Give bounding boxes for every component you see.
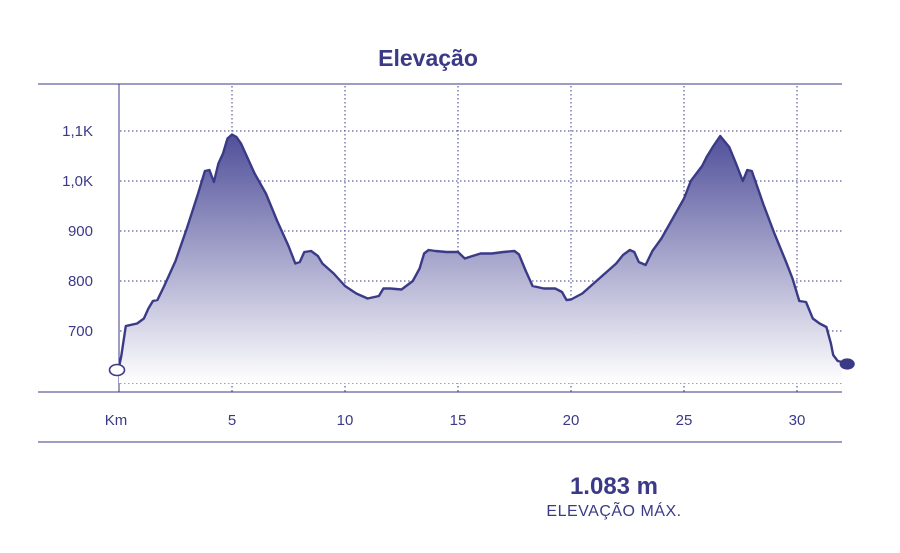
chart-title: Elevação — [378, 45, 478, 71]
x-tick-label-15: 15 — [450, 412, 467, 429]
x-tick-label-10: 10 — [337, 412, 354, 429]
x-axis-label: Km — [105, 412, 128, 429]
y-tick-label-1100: 1,1K — [62, 123, 93, 140]
elevation-line — [117, 133, 843, 368]
x-tick-label-5: 5 — [228, 412, 236, 429]
x-tick-label-30: 30 — [789, 412, 806, 429]
x-tick-label-25: 25 — [676, 412, 693, 429]
x-tick-label-20: 20 — [563, 412, 580, 429]
max-elevation-value: 1.083 m — [570, 473, 658, 500]
y-tick-labels: 700 800 900 1,0K 1,1K — [62, 123, 93, 340]
x-tick-labels: 5 10 15 20 25 30 — [228, 412, 806, 429]
max-elevation-label: ELEVAÇÃO MÁX. — [546, 500, 681, 520]
y-tick-label-800: 800 — [68, 273, 93, 290]
y-tick-label-900: 900 — [68, 223, 93, 240]
start-marker — [108, 363, 126, 377]
y-tick-label-1000: 1,0K — [62, 173, 93, 190]
end-marker — [839, 358, 855, 370]
y-tick-label-700: 700 — [68, 323, 93, 340]
elevation-area — [119, 134, 843, 383]
